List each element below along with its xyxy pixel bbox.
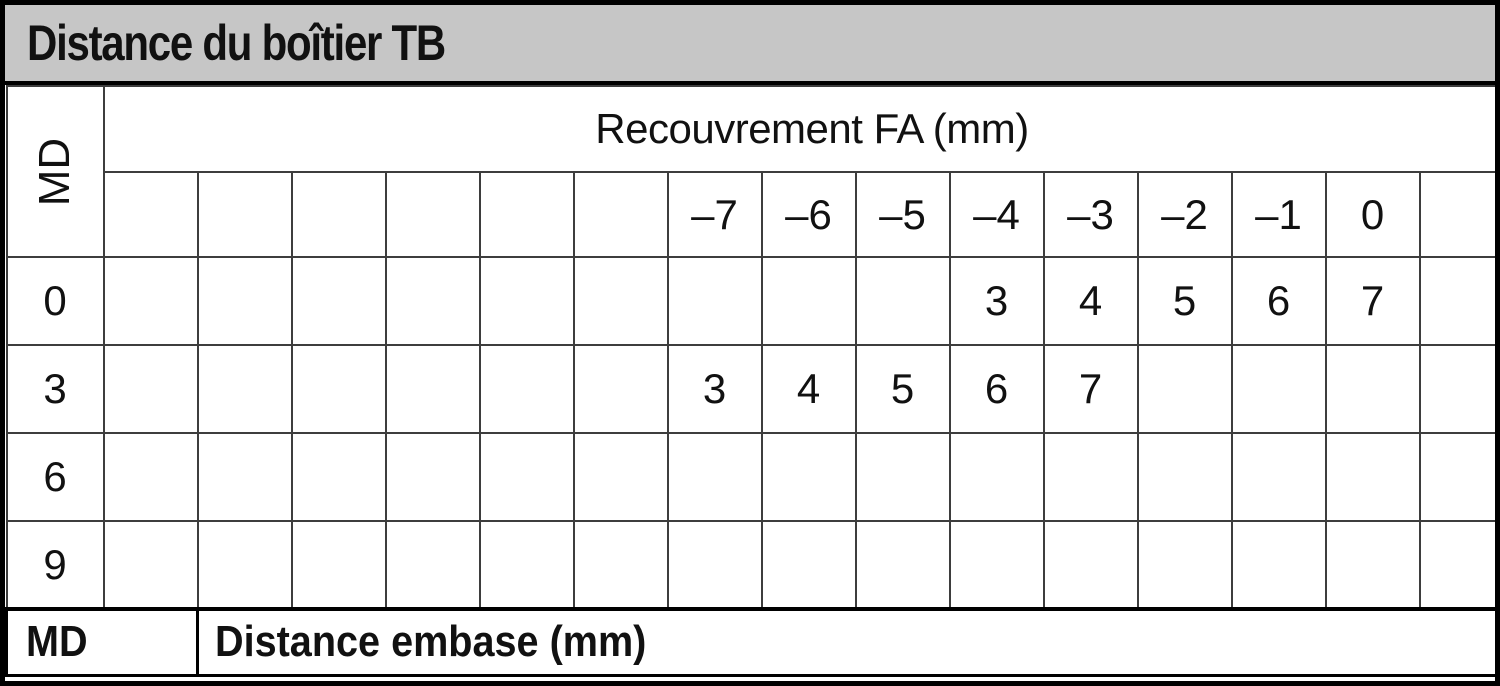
col-header-minus4: –4 [948,171,1045,258]
row-label-3: 3 [5,344,105,434]
value-cell: 5 [854,344,951,434]
cell [572,256,669,346]
cell [478,432,575,522]
cell [1324,520,1421,610]
cell [1230,520,1327,610]
table-row-md0: 0 3 4 5 6 7 [5,256,1495,346]
cell [290,432,387,522]
cell [666,256,763,346]
cell [1418,520,1495,610]
col-header-blank-5 [478,171,575,258]
cell [1230,432,1327,522]
cell [854,432,951,522]
cell [384,256,481,346]
value-cell: 6 [1230,256,1327,346]
value-cell: 4 [760,344,857,434]
cell [760,520,857,610]
md-axis-cell: MD [5,85,105,258]
table-row-md6: 6 [5,432,1495,522]
cell [196,520,293,610]
legend-row: MD Distance embase (mm) [5,607,1495,677]
cell [1042,520,1139,610]
table-row-md3: 3 3 4 5 6 7 [5,344,1495,434]
cell [760,432,857,522]
col-header-blank-4 [384,171,481,258]
cell [1136,344,1233,434]
value-cell: 6 [948,344,1045,434]
col-header-minus7: –7 [666,171,763,258]
legend-md-cell: MD [5,607,199,677]
column-header-row: –7 –6 –5 –4 –3 –2 –1 0 [7,171,1495,258]
value-cell: 5 [1136,256,1233,346]
cell [1418,432,1495,522]
col-header-blank-1 [102,171,199,258]
legend-description-cell: Distance embase (mm) [195,607,1495,677]
cell [384,520,481,610]
cell [1136,520,1233,610]
cell [478,344,575,434]
cell [102,256,199,346]
cell [1324,432,1421,522]
legend-description: Distance embase (mm) [215,617,647,667]
cell [760,256,857,346]
cell [666,432,763,522]
cell [1136,432,1233,522]
col-header-minus1: –1 [1230,171,1327,258]
value-cell: 3 [666,344,763,434]
cell [290,520,387,610]
cell [478,520,575,610]
col-header-blank-2 [196,171,293,258]
cell [384,432,481,522]
cell [102,344,199,434]
cell [572,432,669,522]
cell [1324,344,1421,434]
cell [196,432,293,522]
cell [290,256,387,346]
value-cell: 7 [1324,256,1421,346]
cell [1230,344,1327,434]
column-group-header: Recouvrement FA (mm) [102,85,1495,173]
value-cell: 4 [1042,256,1139,346]
column-group-row: MD Recouvrement FA (mm) [5,85,1495,258]
row-label-6: 6 [5,432,105,522]
col-header-0: 0 [1324,171,1421,258]
cell [854,256,951,346]
col-header-blank-3 [290,171,387,258]
col-header-minus5: –5 [854,171,951,258]
table-row-md9: 9 [5,520,1495,610]
cell [196,256,293,346]
col-header-blank-6 [572,171,669,258]
value-cell: 7 [1042,344,1139,434]
cell [196,344,293,434]
col-header-blank-7 [1418,171,1495,258]
row-label-9: 9 [5,520,105,610]
cell [1418,344,1495,434]
cell [572,520,669,610]
cell [290,344,387,434]
distance-table: MD Recouvrement FA (mm) –7 –6 –5 –4 –3 –… [5,85,1495,677]
cell [1418,256,1495,346]
cell [1042,432,1139,522]
panel-title: Distance du boîtier TB [27,15,446,71]
row-label-0: 0 [5,256,105,346]
cell [478,256,575,346]
legend-md-label: MD [26,617,88,667]
value-cell: 3 [948,256,1045,346]
cell [102,520,199,610]
cell [948,432,1045,522]
cell [572,344,669,434]
col-header-minus2: –2 [1136,171,1233,258]
cell [384,344,481,434]
cell [948,520,1045,610]
cell [102,432,199,522]
cell [854,520,951,610]
col-header-minus6: –6 [760,171,857,258]
col-header-minus3: –3 [1042,171,1139,258]
md-axis-label: MD [30,137,79,206]
panel-title-bar: Distance du boîtier TB [5,5,1495,85]
cell [666,520,763,610]
